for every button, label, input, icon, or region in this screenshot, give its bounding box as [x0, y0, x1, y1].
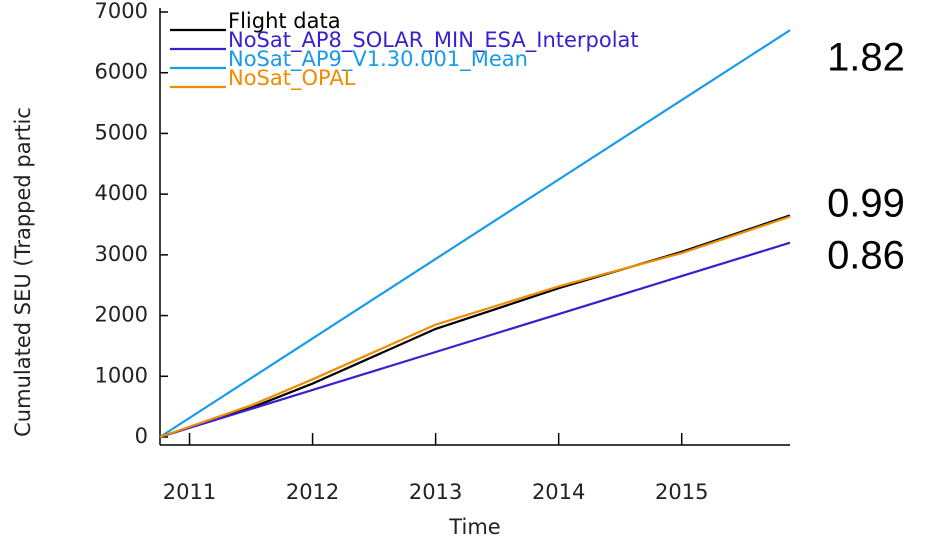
x-tick-label: 2013	[409, 480, 462, 504]
annotation: 1.82	[827, 36, 905, 80]
annotation: 0.86	[827, 234, 905, 278]
x-tick-label: 2014	[532, 480, 585, 504]
x-tick-label: 2011	[163, 480, 216, 504]
legend-label: NoSat_AP9_V1.30.001_Mean	[228, 47, 528, 72]
y-axis-label: Cumulated SEU (Trapped partic	[11, 107, 35, 437]
y-tick-label: 2000	[95, 303, 148, 327]
y-tick-label: 4000	[95, 181, 148, 205]
y-tick-label: 7000	[95, 0, 148, 23]
legend-label: NoSat_AP8_SOLAR_MIN_ESA_Interpolat	[228, 28, 639, 53]
x-tick-label: 2015	[655, 480, 708, 504]
series-line	[159, 215, 791, 439]
legend-label: Flight data	[228, 9, 341, 33]
series-line	[159, 241, 791, 439]
y-tick-label: 1000	[95, 363, 148, 387]
series-line	[159, 29, 791, 438]
y-tick-label: 0	[135, 424, 148, 448]
x-axis-label: Time	[448, 515, 500, 539]
y-tick-label: 5000	[95, 120, 148, 144]
annotation: 0.99	[827, 182, 905, 226]
y-tick-label: 3000	[95, 242, 148, 266]
legend-label: NoSat_OPAL	[228, 66, 356, 91]
y-tick-label: 6000	[95, 60, 148, 84]
x-tick-label: 2012	[286, 480, 339, 504]
